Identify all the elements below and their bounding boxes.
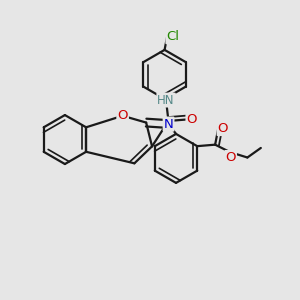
Text: O: O xyxy=(225,151,236,164)
Text: O: O xyxy=(218,122,228,135)
Text: Cl: Cl xyxy=(167,30,179,43)
Text: O: O xyxy=(117,109,128,122)
Text: O: O xyxy=(187,113,197,126)
Text: N: N xyxy=(164,118,173,130)
Text: HN: HN xyxy=(157,94,175,106)
